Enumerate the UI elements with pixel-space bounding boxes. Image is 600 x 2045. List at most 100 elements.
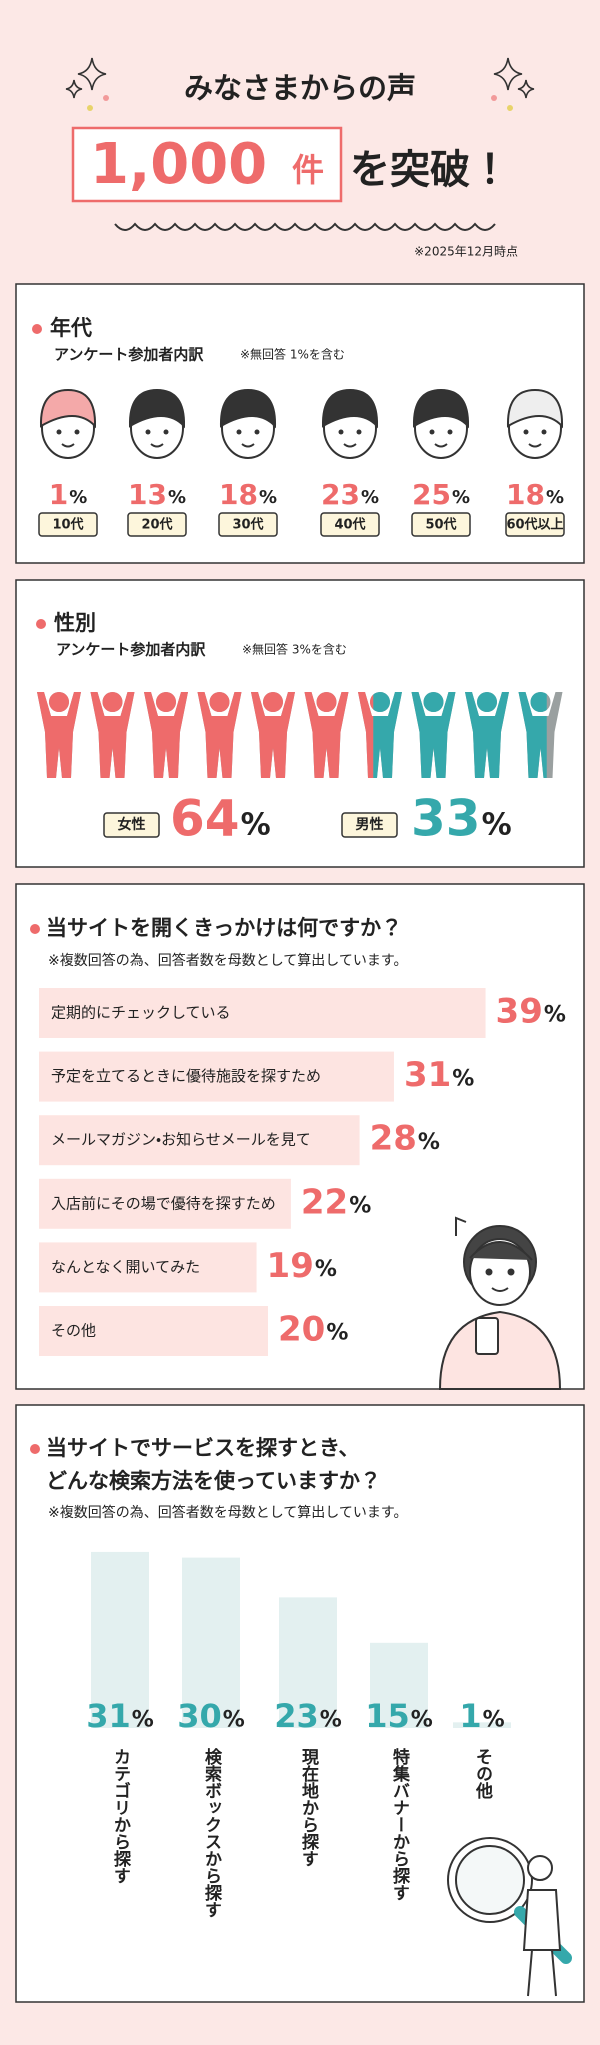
percent-value: 31 xyxy=(404,1055,451,1095)
percent-unit: % xyxy=(452,1066,474,1091)
eye xyxy=(254,429,260,435)
percent-unit: % xyxy=(544,1003,566,1028)
percent-value: 30 xyxy=(177,1697,222,1735)
eye xyxy=(163,429,169,435)
header-title: みなさまからの声 xyxy=(184,71,416,105)
bullet xyxy=(30,924,40,934)
mouth xyxy=(150,443,164,448)
percent-unit: % xyxy=(168,487,186,508)
mouth xyxy=(528,443,542,448)
age-subtitle: アンケート参加者内訳 xyxy=(54,346,204,364)
hair xyxy=(412,388,470,429)
mouth xyxy=(434,443,448,448)
percent-unit: % xyxy=(315,1257,337,1282)
hair xyxy=(506,388,564,429)
bar-label: 特集バナーから探す xyxy=(389,1747,411,1901)
bar xyxy=(279,1597,337,1728)
percent-value: 1 xyxy=(459,1697,481,1735)
percent-value: 25 xyxy=(412,478,451,511)
eye xyxy=(447,429,453,435)
age-badge xyxy=(127,512,187,537)
eye xyxy=(541,429,547,435)
age-card xyxy=(15,283,585,564)
wave-line xyxy=(114,222,496,231)
bar xyxy=(39,988,486,1038)
percent-unit: % xyxy=(259,487,277,508)
age-label: 40代 xyxy=(334,517,365,533)
bar xyxy=(91,1551,149,1728)
bar-label: その他 xyxy=(51,1322,96,1340)
count: 1,000 xyxy=(90,132,267,197)
bar xyxy=(39,1115,360,1166)
percent-unit: % xyxy=(320,1708,342,1733)
percent-value: 39 xyxy=(496,992,543,1032)
percent-unit: % xyxy=(361,487,379,508)
age-label: 20代 xyxy=(141,517,172,533)
gender-label: 女性 xyxy=(118,816,146,833)
age-badge xyxy=(38,512,98,537)
percent-value: 23 xyxy=(274,1697,319,1735)
hair xyxy=(321,388,379,429)
bar xyxy=(39,1242,257,1293)
bullet xyxy=(32,324,42,334)
percent-unit: % xyxy=(411,1708,433,1733)
magnifier-illustration xyxy=(447,1837,572,1997)
eye xyxy=(56,429,62,435)
gender-badge xyxy=(341,812,398,838)
sparkles xyxy=(65,57,535,99)
gender-subtitle: アンケート参加者内訳 xyxy=(56,641,206,659)
percent-unit: % xyxy=(132,1708,154,1733)
percent-value: 64 xyxy=(170,790,240,848)
face-icon xyxy=(321,388,379,459)
age-badge xyxy=(218,512,278,537)
eye xyxy=(429,429,435,435)
percent-value: 18 xyxy=(219,478,258,511)
percent-value: 28 xyxy=(370,1119,417,1159)
bar-label: 現在地から探す xyxy=(298,1748,319,1867)
face-icon xyxy=(506,388,564,459)
percent-value: 19 xyxy=(267,1246,314,1286)
mouth xyxy=(343,443,357,448)
percent-unit: % xyxy=(69,487,87,508)
reason-note: ※複数回答の為、回答者数を母数として算出しています。 xyxy=(48,952,408,969)
bar-label: 入店前にその場で優待を探すため xyxy=(51,1194,276,1212)
face-icon xyxy=(128,388,186,459)
percent-unit: % xyxy=(223,1708,245,1733)
reason-title: 当サイトを開くきっかけは何ですか？ xyxy=(46,916,402,940)
bar xyxy=(39,1051,394,1102)
bar-label: なんとなく開いてみた xyxy=(51,1258,200,1276)
search-note: ※複数回答の為、回答者数を母数として算出しています。 xyxy=(48,1504,408,1521)
bar-label: カテゴリから探す xyxy=(110,1748,131,1884)
percent-unit: % xyxy=(452,487,470,508)
percent-value: 22 xyxy=(301,1182,348,1222)
percent-value: 31 xyxy=(86,1697,131,1735)
count-unit: 件 xyxy=(292,151,324,189)
bar-label: その他 xyxy=(472,1748,494,1799)
eye xyxy=(74,429,80,435)
search-title-line: 当サイトでサービスを探すとき、 xyxy=(46,1436,360,1460)
age-label: 30代 xyxy=(232,517,263,533)
mouth xyxy=(241,443,255,448)
percent-unit: % xyxy=(326,1321,348,1346)
count-box xyxy=(71,126,343,203)
eye xyxy=(145,429,151,435)
mouth xyxy=(61,443,75,448)
bar xyxy=(39,1178,291,1229)
bar-label: 予定を立てるときに優待施設を探すため xyxy=(51,1067,321,1085)
eye xyxy=(523,429,529,435)
age-label: 10代 xyxy=(52,517,83,533)
percent-value: 20 xyxy=(278,1310,325,1350)
hair xyxy=(39,388,97,429)
bar-label: 検索ボックスから探す xyxy=(201,1747,222,1918)
age-badge xyxy=(320,512,380,537)
percent-unit: % xyxy=(483,1708,505,1733)
header-suffix: を突破！ xyxy=(350,147,510,193)
gender-label: 男性 xyxy=(356,816,384,833)
age-badge xyxy=(505,512,565,537)
age-label: 50代 xyxy=(425,517,456,533)
percent-unit: % xyxy=(349,1194,371,1219)
sparkle-dots xyxy=(87,95,513,111)
face-icon xyxy=(219,388,277,459)
